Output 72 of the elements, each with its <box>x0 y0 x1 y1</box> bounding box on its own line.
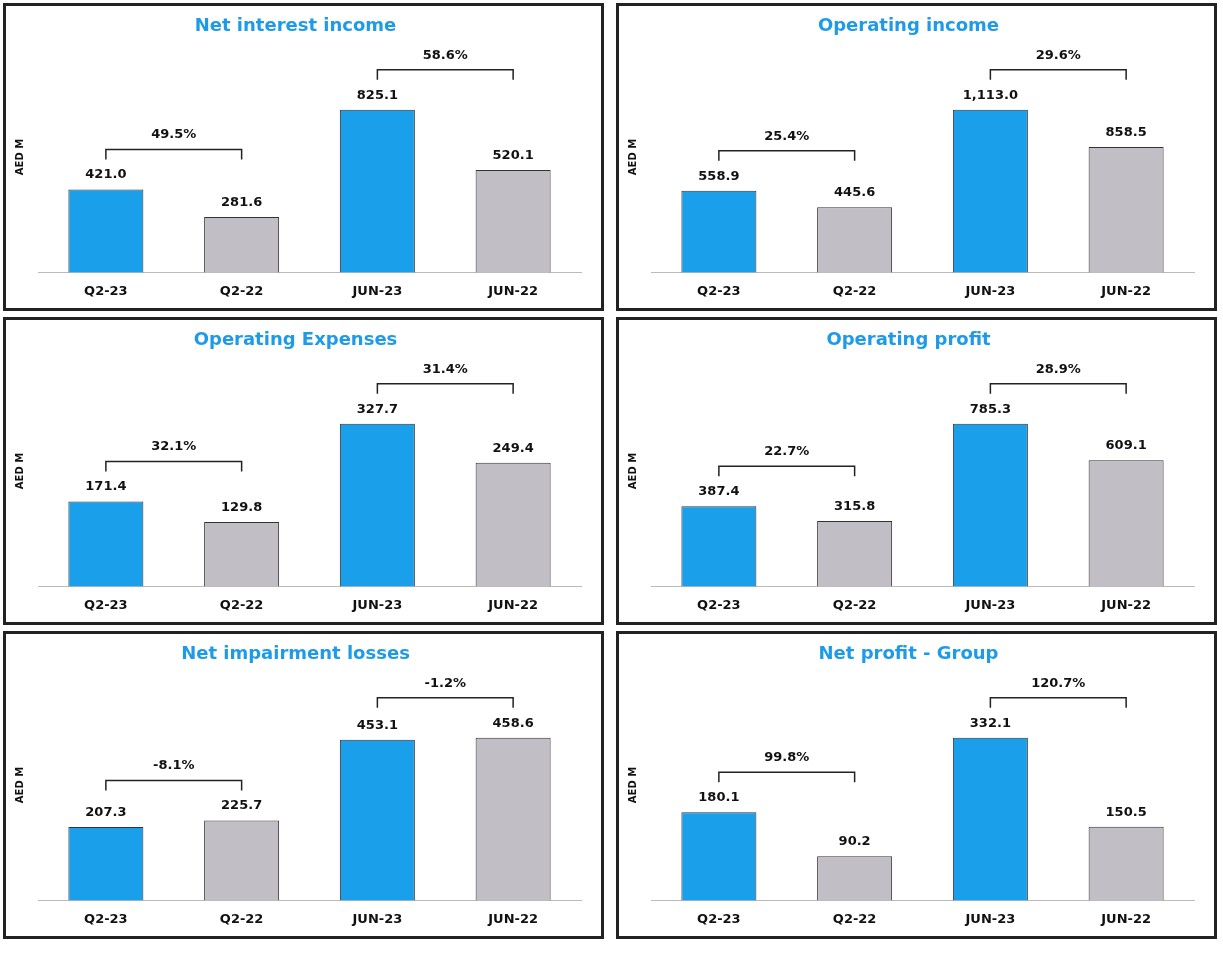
x-tick-label: Q2-23 <box>84 910 128 926</box>
x-tick-label: Q2-22 <box>219 910 264 926</box>
data-label: 421.0 <box>85 166 127 182</box>
y-axis-title: AED M <box>13 138 25 176</box>
data-label: 225.7 <box>221 797 263 813</box>
x-tick-label: Q2-23 <box>697 596 741 612</box>
chart-title: Net interest income <box>194 14 397 36</box>
chart-title: Net impairment losses <box>181 642 410 664</box>
text: 120.7% <box>1031 674 1086 690</box>
x-tick-label: JUN-23 <box>351 596 403 612</box>
y-axis-title: AED M <box>13 452 25 490</box>
text: 58.6% <box>422 46 468 62</box>
data-label: 90.2 <box>838 833 871 849</box>
data-label: 315.8 <box>834 497 876 513</box>
text: -1.2% <box>424 674 466 690</box>
x-tick-label: JUN-22 <box>1100 596 1152 612</box>
data-label: 207.3 <box>85 803 127 819</box>
x-tick-label: JUN-23 <box>964 910 1016 926</box>
data-label: 1,113.0 <box>962 86 1018 102</box>
x-tick-label: JUN-23 <box>351 282 403 298</box>
chart-title: Operating income <box>817 14 1000 36</box>
annotation: 25.4% <box>764 127 810 143</box>
data-label: 445.6 <box>834 184 876 200</box>
y-axis-title: AED M <box>626 452 638 490</box>
x-tick-label: JUN-23 <box>351 910 403 926</box>
annotation: 49.5% <box>151 126 197 142</box>
x-tick-label: JUN-22 <box>487 596 539 612</box>
chart-title: Operating Expenses <box>193 328 398 350</box>
data-label: 327.7 <box>356 400 398 416</box>
x-tick-label: Q2-23 <box>84 282 128 298</box>
x-tick-label: JUN-22 <box>1100 910 1152 926</box>
y-axis-title: AED M <box>13 766 25 804</box>
x-tick-label: Q2-23 <box>697 910 741 926</box>
data-label: 150.5 <box>1105 803 1147 819</box>
data-label: 387.4 <box>698 483 740 499</box>
x-tick-label: JUN-22 <box>487 910 539 926</box>
data-label: 520.1 <box>492 146 534 162</box>
data-label: 281.6 <box>221 193 263 209</box>
text: 29.6% <box>1035 46 1081 62</box>
data-label: 180.1 <box>698 789 740 805</box>
chart-title: Operating profit <box>826 328 992 350</box>
data-label: 609.1 <box>1105 437 1147 453</box>
x-tick-label: Q2-22 <box>832 596 877 612</box>
y-axis-title: AED M <box>626 138 638 176</box>
x-tick-label: Q2-23 <box>697 282 741 298</box>
chart-title: Net profit - Group <box>818 642 999 664</box>
x-tick-label: Q2-22 <box>219 282 264 298</box>
y-axis-title: AED M <box>626 766 638 804</box>
x-tick-label: Q2-22 <box>832 910 877 926</box>
x-tick-label: Q2-23 <box>84 596 128 612</box>
x-tick-label: Q2-22 <box>219 596 264 612</box>
data-label: 453.1 <box>356 716 398 732</box>
data-label: 825.1 <box>356 86 398 102</box>
data-label: 171.4 <box>85 478 127 494</box>
x-tick-label: Q2-22 <box>832 282 877 298</box>
data-label: 858.5 <box>1105 123 1147 139</box>
x-tick-label: JUN-23 <box>964 282 1016 298</box>
data-label: 458.6 <box>492 714 534 730</box>
annotation: -8.1% <box>153 757 195 773</box>
x-tick-label: JUN-23 <box>964 596 1016 612</box>
data-label: 129.8 <box>221 498 263 514</box>
text: 31.4% <box>422 360 468 376</box>
annotation: 32.1% <box>151 438 197 454</box>
x-tick-label: JUN-22 <box>1100 282 1152 298</box>
text: 28.9% <box>1035 360 1081 376</box>
data-label: 558.9 <box>698 167 740 183</box>
annotation: 22.7% <box>764 443 810 459</box>
x-tick-label: JUN-22 <box>487 282 539 298</box>
annotation: 99.8% <box>764 749 810 765</box>
data-label: 249.4 <box>492 439 534 455</box>
data-label: 785.3 <box>969 400 1011 416</box>
data-label: 332.1 <box>969 714 1011 730</box>
